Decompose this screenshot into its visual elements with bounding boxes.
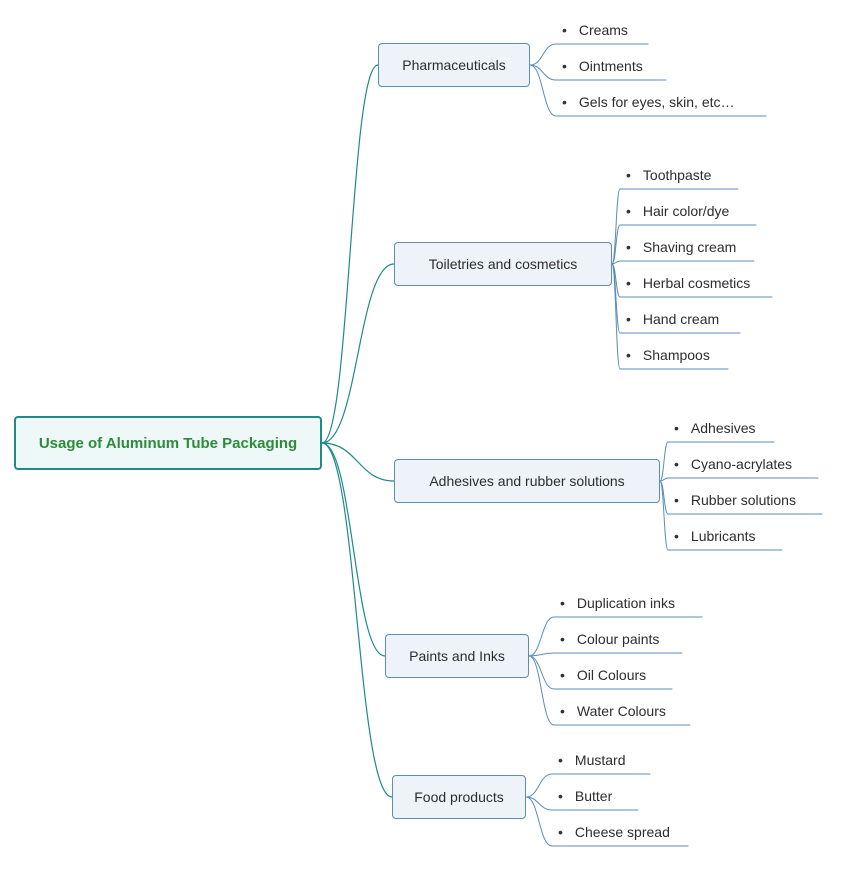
leaf-food-0: • Mustard bbox=[558, 748, 625, 772]
leaf-label: Oil Colours bbox=[573, 667, 646, 683]
leaf-toiletries-1: • Hair color/dye bbox=[626, 199, 729, 223]
leaf-toiletries-5: • Shampoos bbox=[626, 343, 710, 367]
bullet-icon: • bbox=[626, 348, 631, 362]
bullet-icon: • bbox=[562, 95, 567, 109]
leaf-label: Adhesives bbox=[687, 420, 756, 436]
leaf-toiletries-2: • Shaving cream bbox=[626, 235, 736, 259]
bullet-icon: • bbox=[674, 493, 679, 507]
leaf-label: Hair color/dye bbox=[639, 203, 729, 219]
bullet-icon: • bbox=[558, 789, 563, 803]
leaf-paints-0: • Duplication inks bbox=[560, 591, 675, 615]
leaf-pharma-2: • Gels for eyes, skin, etc… bbox=[562, 90, 735, 114]
bullet-icon: • bbox=[674, 421, 679, 435]
bullet-icon: • bbox=[562, 59, 567, 73]
leaf-label: Butter bbox=[571, 788, 612, 804]
leaf-label: Shampoos bbox=[639, 347, 710, 363]
bullet-icon: • bbox=[560, 668, 565, 682]
category-adhesives: Adhesives and rubber solutions bbox=[394, 459, 660, 503]
leaf-label: Water Colours bbox=[573, 703, 666, 719]
root-node: Usage of Aluminum Tube Packaging bbox=[14, 416, 322, 470]
bullet-icon: • bbox=[626, 240, 631, 254]
bullet-icon: • bbox=[560, 632, 565, 646]
leaf-toiletries-0: • Toothpaste bbox=[626, 163, 711, 187]
leaf-label: Cyano-acrylates bbox=[687, 456, 792, 472]
bullet-icon: • bbox=[626, 312, 631, 326]
leaf-food-1: • Butter bbox=[558, 784, 612, 808]
leaf-label: Duplication inks bbox=[573, 595, 675, 611]
leaf-label: Mustard bbox=[571, 752, 626, 768]
bullet-icon: • bbox=[558, 825, 563, 839]
leaf-label: Colour paints bbox=[573, 631, 660, 647]
bullet-icon: • bbox=[674, 457, 679, 471]
leaf-adhesives-2: • Rubber solutions bbox=[674, 488, 796, 512]
leaf-label: Lubricants bbox=[687, 528, 756, 544]
leaf-paints-3: • Water Colours bbox=[560, 699, 666, 723]
leaf-adhesives-1: • Cyano-acrylates bbox=[674, 452, 792, 476]
bullet-icon: • bbox=[626, 276, 631, 290]
bullet-icon: • bbox=[626, 168, 631, 182]
bullet-icon: • bbox=[626, 204, 631, 218]
leaf-paints-1: • Colour paints bbox=[560, 627, 659, 651]
leaf-food-2: • Cheese spread bbox=[558, 820, 670, 844]
category-paints: Paints and Inks bbox=[385, 634, 529, 678]
category-pharma: Pharmaceuticals bbox=[378, 43, 530, 87]
bullet-icon: • bbox=[560, 704, 565, 718]
leaf-pharma-0: • Creams bbox=[562, 18, 628, 42]
leaf-label: Ointments bbox=[575, 58, 643, 74]
leaf-label: Hand cream bbox=[639, 311, 719, 327]
leaf-toiletries-4: • Hand cream bbox=[626, 307, 719, 331]
leaf-label: Creams bbox=[575, 22, 628, 38]
bullet-icon: • bbox=[558, 753, 563, 767]
leaf-label: Shaving cream bbox=[639, 239, 736, 255]
bullet-icon: • bbox=[674, 529, 679, 543]
bullet-icon: • bbox=[562, 23, 567, 37]
leaf-label: Cheese spread bbox=[571, 824, 670, 840]
leaf-adhesives-3: • Lubricants bbox=[674, 524, 756, 548]
leaf-pharma-1: • Ointments bbox=[562, 54, 643, 78]
leaf-toiletries-3: • Herbal cosmetics bbox=[626, 271, 750, 295]
leaf-label: Gels for eyes, skin, etc… bbox=[575, 94, 735, 110]
leaf-adhesives-0: • Adhesives bbox=[674, 416, 756, 440]
leaf-label: Herbal cosmetics bbox=[639, 275, 750, 291]
leaf-label: Toothpaste bbox=[639, 167, 712, 183]
bullet-icon: • bbox=[560, 596, 565, 610]
leaf-label: Rubber solutions bbox=[687, 492, 796, 508]
leaf-paints-2: • Oil Colours bbox=[560, 663, 646, 687]
category-toiletries: Toiletries and cosmetics bbox=[394, 242, 612, 286]
category-food: Food products bbox=[392, 775, 526, 819]
